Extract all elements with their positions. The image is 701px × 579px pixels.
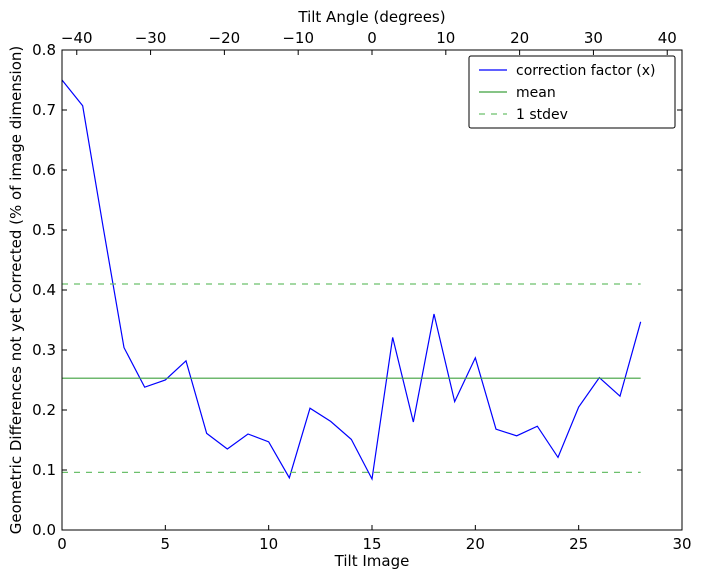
- x-axis-label: Tilt Image: [334, 552, 410, 570]
- legend-label: correction factor (x): [516, 63, 655, 79]
- x-tick-label: 5: [161, 535, 171, 553]
- x2-tick-label: 0: [367, 29, 377, 47]
- plot-background: [62, 50, 682, 530]
- y-tick-label: 0.8: [32, 41, 56, 59]
- x-tick-label: 10: [259, 535, 278, 553]
- legend-box: [468, 55, 676, 129]
- legend-label: 1 stdev: [516, 107, 568, 123]
- x2-tick-label: 20: [510, 29, 529, 47]
- y-tick-label: 0.0: [32, 521, 56, 539]
- x-tick-label: 0: [57, 535, 67, 553]
- x-tick-label: 15: [362, 535, 381, 553]
- x-tick-label: 20: [466, 535, 485, 553]
- x2-tick-label: 30: [584, 29, 603, 47]
- legend: correction factor (x) mean 1 stdev: [468, 55, 676, 129]
- x2-tick-label: 10: [436, 29, 455, 47]
- series-layer: [61, 79, 642, 481]
- x2-tick-label: −10: [282, 29, 314, 47]
- legend-label: mean: [516, 85, 556, 101]
- x2-axis-label: Tilt Angle (degrees): [297, 8, 445, 26]
- x2-tick-label: −40: [61, 29, 93, 47]
- x2-tick-label: −30: [135, 29, 167, 47]
- x-tick-label: 25: [569, 535, 588, 553]
- ticks-layer: 0 5 10 15 20 25 30 −40 −30 −20 −10 0 10 20 30 40 0.0 0.1 0…: [32, 29, 691, 553]
- legend-entry: correction factor (x): [479, 63, 655, 79]
- y-tick-label: 0.5: [32, 221, 56, 239]
- y-tick-label: 0.6: [32, 161, 56, 179]
- y-axis-label: Geometric Differences not yet Corrected …: [7, 46, 25, 535]
- y-tick-label: 0.3: [32, 341, 56, 359]
- y-tick-label: 0.2: [32, 401, 56, 419]
- x-tick-label: 30: [672, 535, 691, 553]
- legend-entry: mean: [479, 85, 556, 101]
- y-tick-label: 0.1: [32, 461, 56, 479]
- x2-tick-label: 40: [658, 29, 677, 47]
- y-tick-label: 0.7: [32, 101, 56, 119]
- x2-tick-label: −20: [209, 29, 241, 47]
- series-line-0: [61, 79, 642, 481]
- y-tick-label: 0.4: [32, 281, 56, 299]
- legend-entry: 1 stdev: [479, 107, 568, 123]
